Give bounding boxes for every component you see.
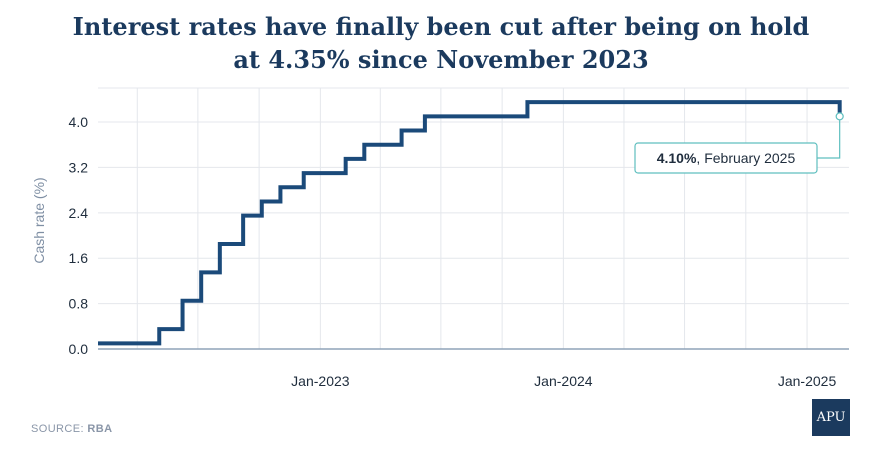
- annotation-label: 4.10%, February 2025: [657, 150, 796, 166]
- x-tick-label: Jan-2023: [291, 373, 350, 389]
- y-axis-label: Cash rate (%): [31, 177, 47, 263]
- x-tick-label: Jan-2024: [534, 373, 593, 389]
- annotation-connector: [817, 120, 841, 159]
- y-tick-label: 0.8: [69, 296, 89, 312]
- annotation-marker: [835, 112, 844, 121]
- y-tick-label: 0.0: [69, 341, 89, 357]
- chart-title-line-2: at 4.35% since November 2023: [233, 45, 649, 74]
- annotation-value: 4.10%: [657, 150, 697, 166]
- x-tick-label: Jan-2025: [778, 373, 837, 389]
- annotation-box: [634, 142, 818, 174]
- chart-title: Interest rates have finally been cut aft…: [0, 10, 882, 76]
- chart-title-line-1: Interest rates have finally been cut aft…: [72, 12, 810, 41]
- y-tick-label: 3.2: [69, 159, 89, 175]
- source-label: SOURCE:: [31, 423, 84, 435]
- y-tick-label: 2.4: [69, 205, 89, 221]
- y-tick-label: 1.6: [69, 250, 89, 266]
- source-value: RBA: [87, 423, 113, 435]
- y-tick-label: 4.0: [69, 114, 89, 130]
- apu-logo: APU: [812, 399, 850, 436]
- annotation-date: , February 2025: [696, 150, 795, 166]
- source-note: SOURCE: RBA: [31, 423, 112, 435]
- cash-rate-step-line: [98, 100, 842, 346]
